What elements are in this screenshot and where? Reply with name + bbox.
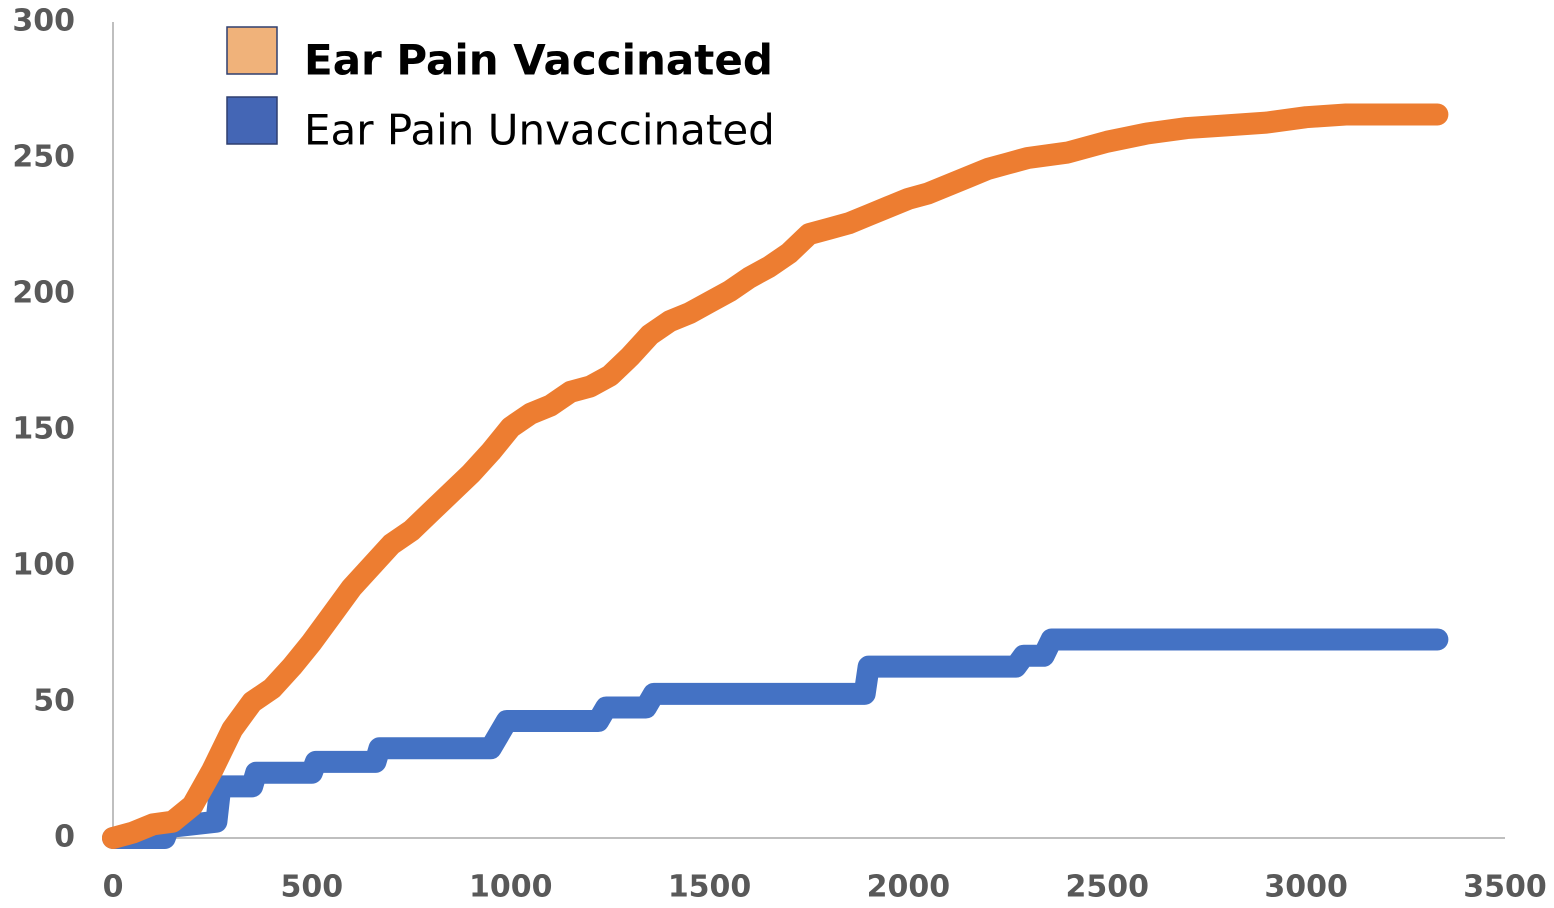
- x-tick-label: 2000: [867, 870, 951, 905]
- x-tick-label: 3000: [1264, 870, 1348, 905]
- y-tick-label: 300: [12, 4, 75, 39]
- legend-swatch: [226, 26, 278, 75]
- x-tick-label: 500: [281, 870, 344, 905]
- x-tick-label: 0: [103, 870, 124, 905]
- x-tick-label: 2500: [1066, 870, 1150, 905]
- y-tick-label: 250: [12, 140, 75, 175]
- data-line: [102, 628, 1449, 849]
- y-tick-label: 150: [12, 412, 75, 447]
- legend-label: Ear Pain Vaccinated: [304, 36, 773, 85]
- legend-swatch: [226, 96, 278, 145]
- x-tick-label: 1500: [668, 870, 752, 905]
- data-line: [102, 103, 1449, 849]
- y-tick-label: 50: [33, 684, 75, 719]
- y-tick-label: 200: [12, 276, 75, 311]
- y-tick-label: 0: [54, 820, 75, 855]
- x-tick-label: 3500: [1463, 870, 1547, 905]
- x-tick-label: 1000: [469, 870, 553, 905]
- legend-label: Ear Pain Unvaccinated: [304, 106, 775, 155]
- y-tick-label: 100: [12, 548, 75, 583]
